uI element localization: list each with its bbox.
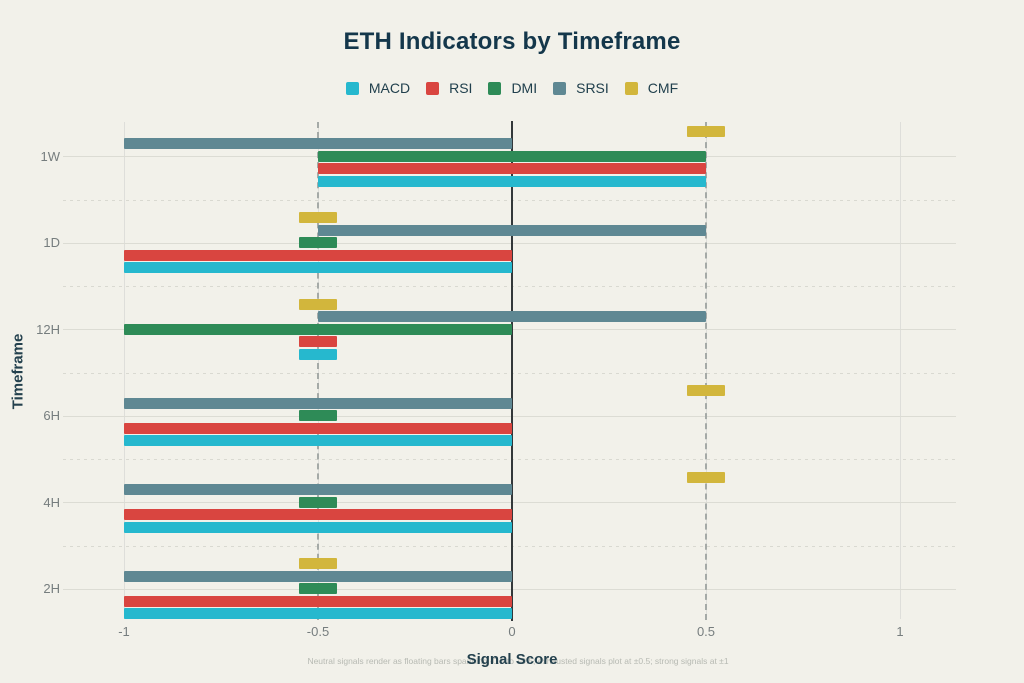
x-gridline: [123, 122, 125, 619]
y-tick-label: 6H: [43, 408, 60, 423]
y-axis-label: Timeframe: [9, 333, 27, 410]
legend-label: MACD: [368, 80, 411, 96]
bar-MACD-1D: [124, 262, 512, 274]
legend-item-cmf: CMF: [624, 80, 679, 96]
bar-CMF-6H: [686, 385, 726, 397]
bar-RSI-2H: [124, 595, 512, 607]
y-gridline: [63, 502, 956, 503]
group-separator-line: [63, 372, 956, 374]
legend-swatch-icon: [553, 81, 567, 95]
bar-MACD-12H: [298, 348, 338, 360]
legend-item-rsi: RSI: [426, 80, 472, 96]
bar-DMI-4H: [298, 496, 338, 508]
legend-item-dmi: DMI: [488, 80, 537, 96]
bar-DMI-2H: [298, 583, 338, 595]
x-tick-label: -0.5: [306, 624, 330, 639]
x-tick-label: 0.5: [696, 624, 716, 639]
bar-CMF-4H: [686, 471, 726, 483]
bar-DMI-1D: [298, 237, 338, 249]
y-tick-label: 4H: [43, 494, 60, 510]
bar-MACD-1W: [318, 175, 706, 187]
y-tick-label: 1D: [43, 235, 60, 250]
bar-RSI-6H: [124, 422, 512, 434]
y-gridline: [63, 588, 956, 590]
legend-label: DMI: [511, 80, 538, 96]
legend-label: RSI: [449, 80, 473, 96]
x-axis-label: Signal Score: [466, 651, 558, 668]
legend-swatch-icon: [345, 81, 359, 95]
x-tick-label: 0: [508, 624, 516, 639]
reference-line-dashed: [705, 122, 707, 620]
legend: MACD RSI DMI SRSI CMF: [0, 80, 1024, 96]
y-gridline: [63, 242, 956, 244]
group-separator-line: [63, 545, 956, 547]
group-separator-line: [63, 459, 956, 461]
bar-SRSI-1D: [318, 224, 706, 236]
bar-CMF-12H: [298, 298, 338, 310]
y-tick-label: 1W: [40, 148, 61, 164]
bar-SRSI-12H: [318, 311, 706, 323]
chart-title: ETH Indicators by Timeframe: [343, 28, 681, 55]
bar-MACD-4H: [124, 521, 512, 533]
bar-DMI-1W: [318, 150, 706, 162]
y-tick-label: 12H: [36, 321, 60, 337]
legend-swatch-icon: [488, 81, 502, 95]
x-gridline: [899, 122, 901, 619]
bar-SRSI-4H: [124, 484, 512, 496]
y-gridline: [63, 415, 956, 417]
bar-RSI-1W: [318, 163, 706, 175]
chart-footnote: Neutral signals render as floating bars …: [307, 656, 729, 666]
bar-RSI-1D: [124, 249, 512, 261]
bar-RSI-12H: [298, 336, 338, 348]
legend-item-srsi: SRSI: [553, 80, 609, 96]
legend-item-macd: MACD: [345, 80, 411, 96]
reference-line-dashed: [317, 122, 319, 620]
bar-DMI-6H: [298, 410, 338, 422]
legend-swatch-icon: [624, 81, 638, 95]
zero-line: [510, 121, 514, 621]
legend-label: SRSI: [576, 80, 609, 96]
bar-MACD-6H: [124, 435, 512, 447]
group-separator-line: [63, 286, 956, 288]
legend-swatch-icon: [426, 81, 440, 95]
bar-CMF-1W: [686, 125, 726, 137]
bar-SRSI-6H: [124, 397, 512, 409]
bar-RSI-4H: [124, 509, 512, 521]
y-tick-label: 2H: [43, 581, 60, 596]
bar-SRSI-2H: [124, 570, 512, 582]
x-tick-label: 1: [896, 624, 904, 639]
bar-MACD-2H: [124, 608, 512, 620]
legend-label: CMF: [647, 80, 679, 96]
bar-DMI-12H: [124, 323, 512, 335]
bar-CMF-1D: [298, 212, 338, 224]
bar-CMF-2H: [298, 558, 338, 570]
group-separator-line: [63, 199, 956, 201]
bar-SRSI-1W: [124, 138, 512, 150]
x-tick-label: -1: [118, 624, 130, 639]
